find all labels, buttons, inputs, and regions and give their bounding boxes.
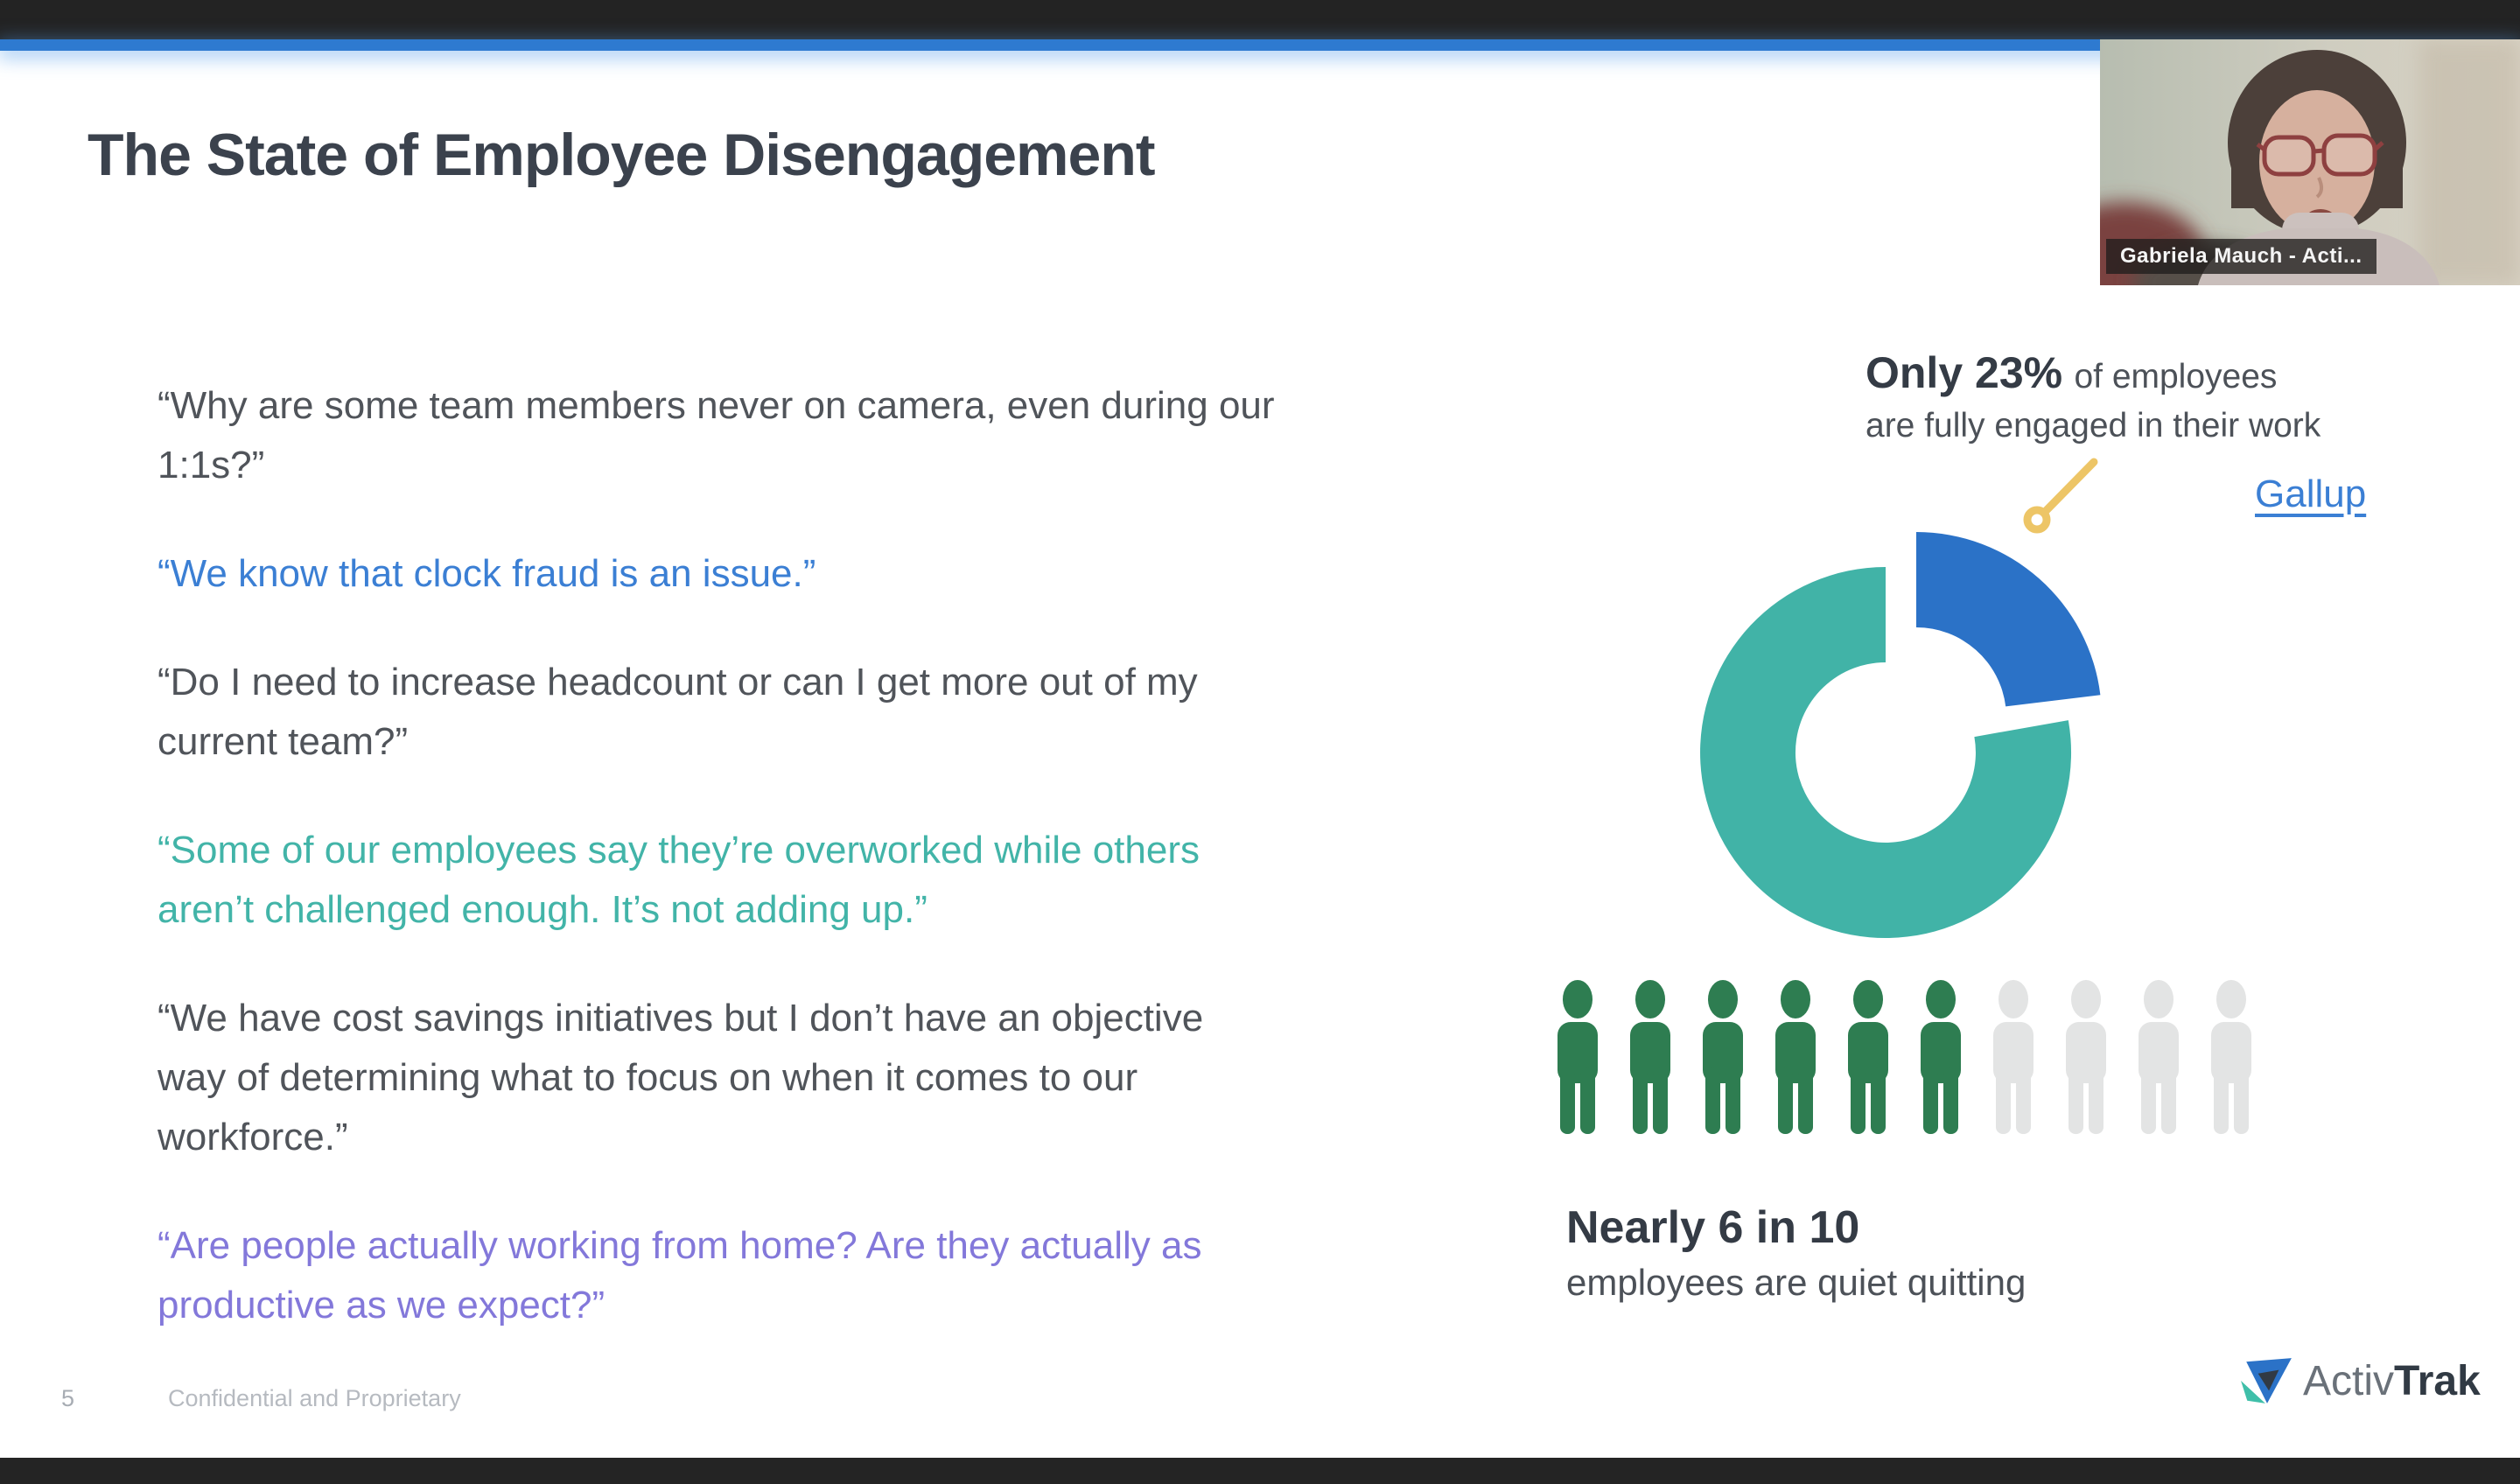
person-icon-empty: [2211, 980, 2251, 1134]
webcam-video-tile[interactable]: Gabriela Mauch - Acti...: [2100, 39, 2520, 285]
donut-slice-engaged-group: [1916, 532, 2101, 707]
person-icon-empty: [2138, 980, 2179, 1134]
logo-text-bold: Trak: [2394, 1357, 2481, 1404]
logo-dark-triangle: [2258, 1369, 2279, 1391]
logo-teal-triangle: [2241, 1381, 2265, 1404]
slide-accent-line: [0, 39, 2520, 51]
presentation-slide: The State of Employee Disengagement “Why…: [0, 51, 2520, 1458]
letterbox-top-bar: [0, 0, 2520, 39]
gallup-source-link[interactable]: Gallup: [2255, 472, 2367, 515]
quotes-list: “Why are some team members never on came…: [158, 376, 1278, 1384]
person-icon-engaged: [1848, 980, 1888, 1134]
callout-line: [2041, 458, 2098, 515]
quiet-quitting-stat: Nearly 6 in 10 employees are quiet quitt…: [1566, 1200, 2026, 1306]
participant-avatar: [2100, 39, 2520, 285]
person-icon-empty: [1993, 980, 2034, 1134]
letterbox-bottom-bar: [0, 1458, 2520, 1484]
quiet-quitting-highlight: Nearly 6 in 10: [1566, 1202, 1860, 1253]
donut-slice-engaged: [1916, 532, 2101, 707]
quote-clock-fraud: “We know that clock fraud is an issue.”: [158, 552, 816, 595]
engagement-stat-suffix: of employees: [2074, 358, 2278, 396]
donut-slice-not-engaged: [1700, 567, 2072, 938]
confidential-note: Confidential and Proprietary: [168, 1385, 461, 1411]
nose: [2315, 177, 2323, 199]
background-wall: [2419, 39, 2520, 285]
donut-chart: [1700, 532, 2101, 938]
face: [2259, 90, 2375, 234]
quote-camera: “Why are some team members never on came…: [158, 384, 1275, 486]
glasses-icon: [2256, 133, 2384, 177]
callout-pointer: [2023, 458, 2098, 534]
callout-circle: [2023, 506, 2051, 534]
quote-cost-savings: “We have cost savings initiatives but I …: [158, 997, 1204, 1158]
engagement-stat-line1: Only 23% of employees: [1866, 348, 2426, 402]
slide-title: The State of Employee Disengagement: [88, 122, 1156, 188]
person-icon-engaged: [1558, 980, 1598, 1134]
quote-headcount: “Do I need to increase headcount or can …: [158, 661, 1198, 763]
participant-name-label: Gabriela Mauch - Acti...: [2106, 239, 2376, 274]
quiet-quitting-line2: employees are quiet quitting: [1566, 1262, 2026, 1303]
engagement-stat-line2: are fully engaged in their work: [1866, 407, 2321, 444]
participant-figure: [2198, 50, 2440, 285]
activtrak-logo-text: ActivTrak: [2303, 1357, 2481, 1405]
logo-text-regular: Activ: [2303, 1357, 2395, 1404]
person-icon-engaged: [1630, 980, 1670, 1134]
slide-page-number: 5: [61, 1385, 75, 1411]
engagement-stat: Only 23% of employees are fully engaged …: [1866, 348, 2426, 447]
person-icon-engaged: [1703, 980, 1743, 1134]
person-icon-engaged: [1775, 980, 1816, 1134]
activtrak-logo: ActivTrak: [2240, 1356, 2481, 1405]
quiet-quitting-pictograph: [1558, 980, 2251, 1134]
activtrak-logo-mark: [2241, 1358, 2292, 1404]
person-icon-empty: [2066, 980, 2106, 1134]
quote-work-from-home: “Are people actually working from home? …: [158, 1224, 1202, 1326]
engagement-stat-highlight: Only 23%: [1866, 348, 2063, 397]
person-icon-engaged: [1921, 980, 1961, 1134]
quote-overworked: “Some of our employees say they’re overw…: [158, 829, 1200, 931]
